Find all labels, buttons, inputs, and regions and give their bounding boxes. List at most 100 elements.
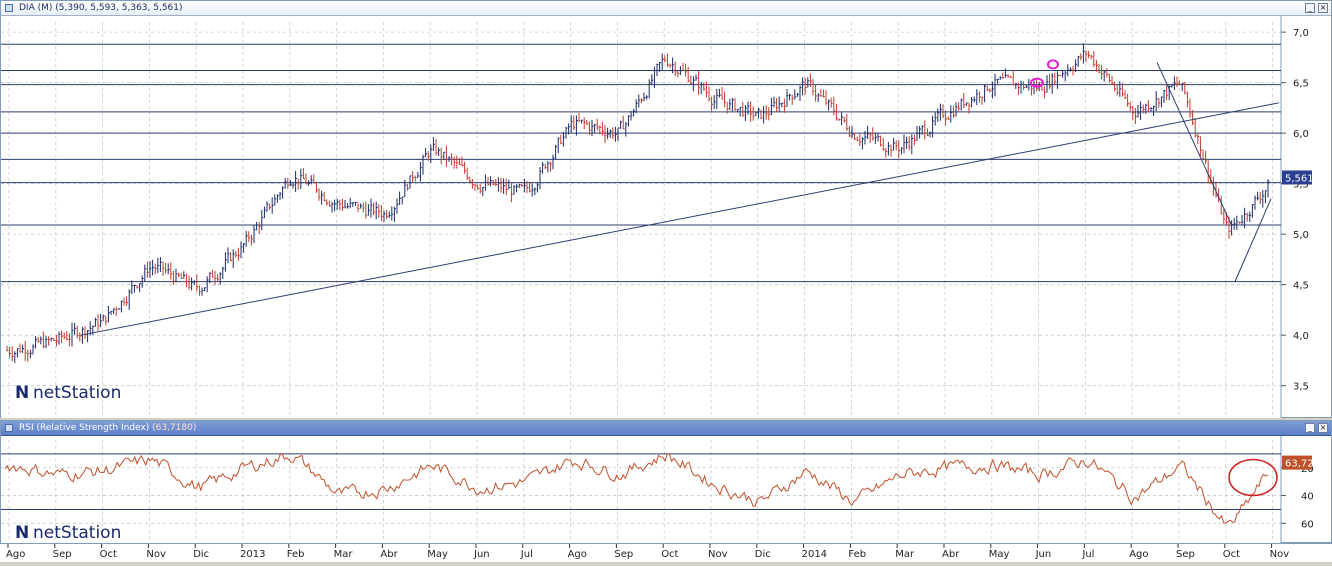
rsi-circle-annotation [1228,458,1278,497]
ohlc-bar [807,77,810,88]
ohlc-bar [282,186,285,199]
ohlc-bar [851,126,854,139]
ohlc-bar [929,131,932,138]
ohlc-bar [895,140,898,151]
ohlc-bar [973,96,976,103]
highlight-marker [1030,77,1044,88]
ohlc-bar [843,116,846,123]
ohlc-bar [279,192,282,200]
ohlc-bar [560,134,563,145]
x-tick-label: 2014 [802,549,827,560]
price-panel: DIA (M) (5,390, 5,593, 5,363, 5,561) _ ×… [0,0,1332,418]
ohlc-bar [495,179,498,187]
price-tick-label: 7,0 [1293,28,1309,39]
ohlc-bar [997,78,1000,84]
ohlc-bar [1043,86,1046,99]
ohlc-bar [349,197,352,209]
close-button[interactable]: × [1318,3,1328,13]
ohlc-bar [1244,207,1247,229]
ohlc-bar [136,284,139,289]
ohlc-bar [469,176,472,183]
ohlc-bar [206,276,209,293]
ohlc-bar [594,123,597,134]
ohlc-bar [11,346,14,362]
x-tick-label: Oct [661,549,678,560]
ohlc-bar [237,247,240,261]
ohlc-bar [490,176,493,187]
trendline [1234,198,1272,282]
ohlc-bar [357,202,360,213]
ohlc-bar [791,94,794,105]
ohlc-bar [482,186,485,196]
ohlc-bar [583,117,586,130]
ohlc-bar [674,61,677,77]
x-tick-label: Feb [848,549,866,560]
ohlc-bar [1233,217,1236,230]
ohlc-bar [55,334,58,347]
ohlc-bar [391,206,394,221]
ohlc-bar [204,287,207,292]
ohlc-bar [66,331,69,341]
x-tick-label: Sep [1176,549,1195,560]
ohlc-bar [68,333,71,347]
ohlc-bar [185,273,188,288]
ohlc-bar [445,145,448,168]
ohlc-bar [191,277,194,291]
ohlc-bar [526,181,529,194]
ohlc-bar [427,151,430,161]
ohlc-bar [1246,212,1249,222]
ohlc-bar [698,70,701,95]
minimize-button[interactable]: _ [1305,3,1315,13]
ohlc-bar [646,95,649,100]
ohlc-bar [321,190,324,205]
ohlc-bar [1194,118,1197,138]
ohlc-bar [1002,72,1005,79]
ohlc-bar [604,125,607,144]
ohlc-bar [703,82,706,91]
ohlc-bar [841,112,844,126]
ohlc-bar [1163,90,1166,103]
ohlc-bar [133,284,136,293]
ohlc-bar [916,126,919,141]
ohlc-bar [958,102,961,111]
ohlc-bar [87,330,90,343]
ohlc-bar [1238,221,1241,224]
ohlc-bar [58,331,61,345]
ohlc-bar [586,120,589,126]
ohlc-bar [555,144,558,160]
ohlc-bar [35,335,38,349]
ohlc-bar [984,84,987,103]
ohlc-bar [146,261,149,278]
ohlc-bar [367,204,370,216]
ohlc-bar [183,271,186,279]
price-tick-label: 6,5 [1293,79,1309,90]
ohlc-bar [331,201,334,213]
price-chart[interactable]: 3,5 4,0 4,5 5,0 5,5 6,0 6,5 7,0 5,561 N netStation [1,16,1331,418]
close-button[interactable]: × [1318,423,1328,433]
watermark-text: netStation [33,383,121,403]
ohlc-bar [172,270,175,286]
ohlc-bar [713,95,716,109]
ohlc-bar [898,140,901,159]
x-axis-labels: Ago Sep Oct Nov Dic 2013 Feb Mar Abr May Jun Jul Ago… [6,544,1289,560]
ohlc-bar [617,127,620,142]
ohlc-bar [292,182,295,189]
ohlc-bar [170,262,173,280]
x-tick-label: Jul [1081,549,1094,560]
ohlc-bar [313,174,316,184]
ohlc-bar [552,154,555,170]
ohlc-bar [690,75,693,85]
ohlc-bar [232,249,235,269]
ohlc-bar [175,268,178,283]
minimize-button[interactable]: _ [1305,423,1315,433]
ohlc-bar [724,91,727,108]
ohlc-bar [409,175,412,189]
ohlc-bar [253,225,256,244]
ohlc-bar [890,144,893,157]
ohlc-bar [838,118,841,121]
ohlc-bar [1093,51,1096,68]
ohlc-bar [986,85,989,92]
ohlc-bar [1049,73,1052,89]
ohlc-bar [365,201,368,219]
